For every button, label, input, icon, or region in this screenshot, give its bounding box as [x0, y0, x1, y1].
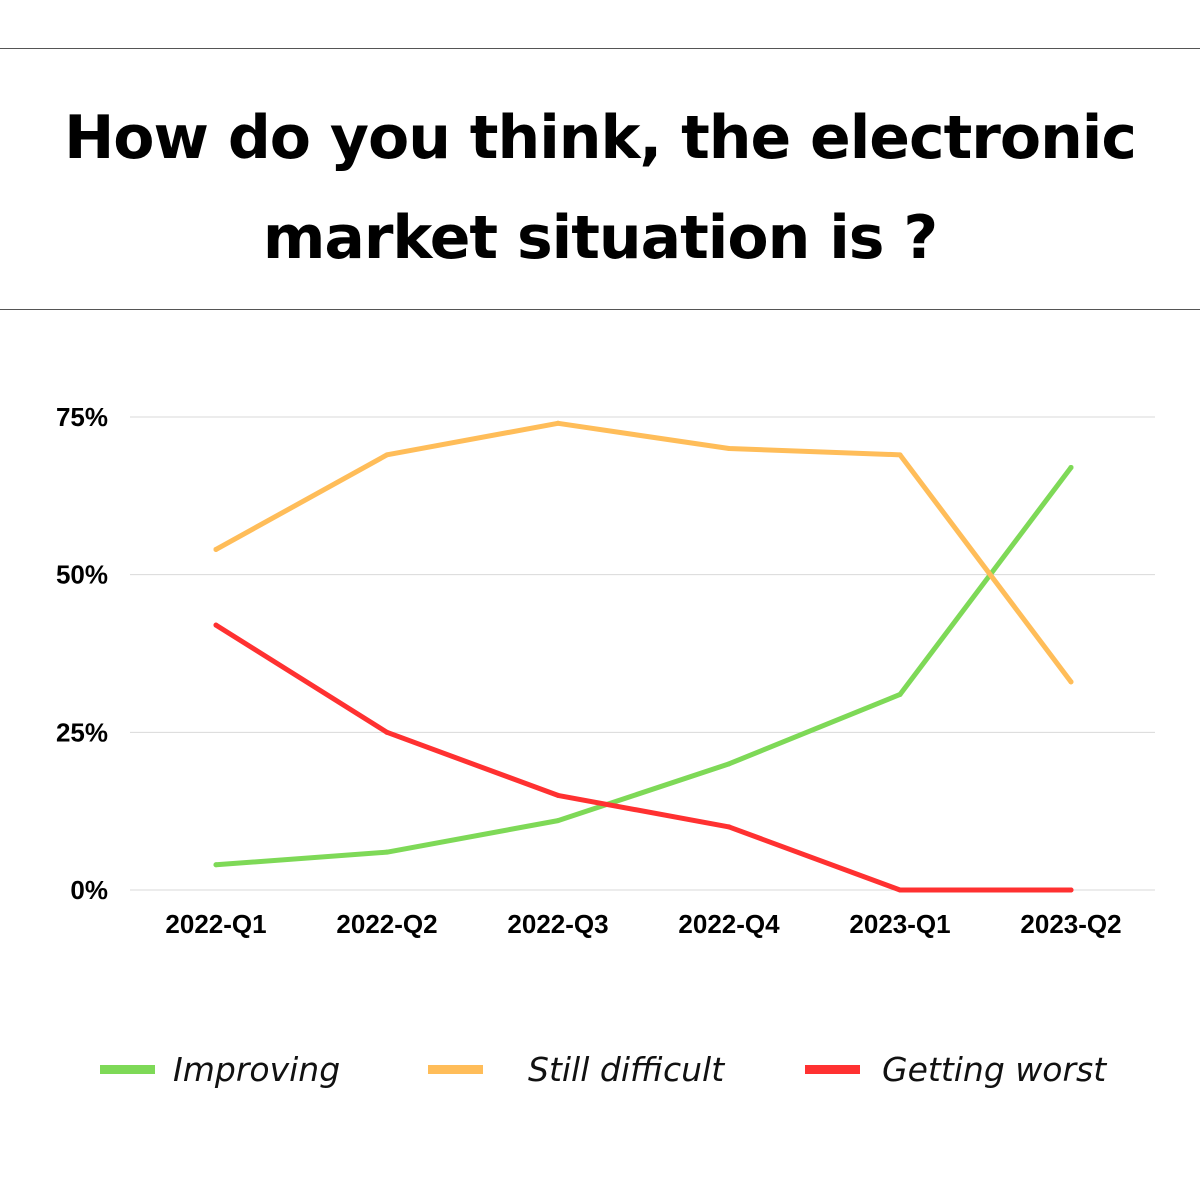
y-tick-label: 75%: [56, 402, 108, 432]
data-point: [897, 452, 903, 458]
data-point: [213, 546, 219, 552]
legend-swatch: [428, 1065, 483, 1074]
top-rule: [0, 48, 1200, 49]
data-point: [384, 729, 390, 735]
data-point: [726, 446, 732, 452]
series-line-getting-worst: [213, 622, 1074, 893]
data-point: [213, 862, 219, 868]
legend-label: Improving: [173, 1050, 341, 1089]
data-point: [1068, 887, 1074, 893]
legend-item: Improving: [100, 1050, 340, 1089]
data-point: [1068, 464, 1074, 470]
y-tick-label: 0%: [70, 875, 108, 905]
legend-label: Getting worst: [882, 1050, 1107, 1089]
x-tick-label: 2022-Q1: [165, 909, 266, 939]
legend-swatch: [805, 1065, 860, 1074]
data-point: [384, 849, 390, 855]
chart-title: How do you think, the electronic market …: [0, 88, 1200, 288]
legend-item: Still difficult: [428, 1050, 724, 1089]
data-point: [555, 420, 561, 426]
x-tick-label: 2023-Q2: [1020, 909, 1121, 939]
data-point: [897, 691, 903, 697]
data-point: [726, 824, 732, 830]
title-line-2: market situation is ?: [262, 203, 938, 273]
y-tick-label: 25%: [56, 717, 108, 747]
data-point: [1068, 679, 1074, 685]
series-line-still-difficult: [213, 420, 1074, 685]
x-tick-label: 2022-Q2: [336, 909, 437, 939]
y-tick-label: 50%: [56, 560, 108, 590]
x-tick-label: 2022-Q3: [507, 909, 608, 939]
series-line-improving: [213, 464, 1074, 868]
legend-item: Getting worst: [805, 1050, 1106, 1089]
data-point: [213, 622, 219, 628]
data-point: [555, 792, 561, 798]
x-tick-label: 2022-Q4: [678, 909, 780, 939]
data-point: [384, 452, 390, 458]
legend-swatch: [100, 1065, 155, 1074]
title-bottom-rule: [0, 309, 1200, 310]
title-line-1: How do you think, the electronic: [64, 103, 1137, 173]
x-tick-label: 2023-Q1: [849, 909, 950, 939]
data-point: [726, 761, 732, 767]
data-point: [897, 887, 903, 893]
data-point: [555, 818, 561, 824]
legend-label: Still difficult: [528, 1050, 725, 1089]
